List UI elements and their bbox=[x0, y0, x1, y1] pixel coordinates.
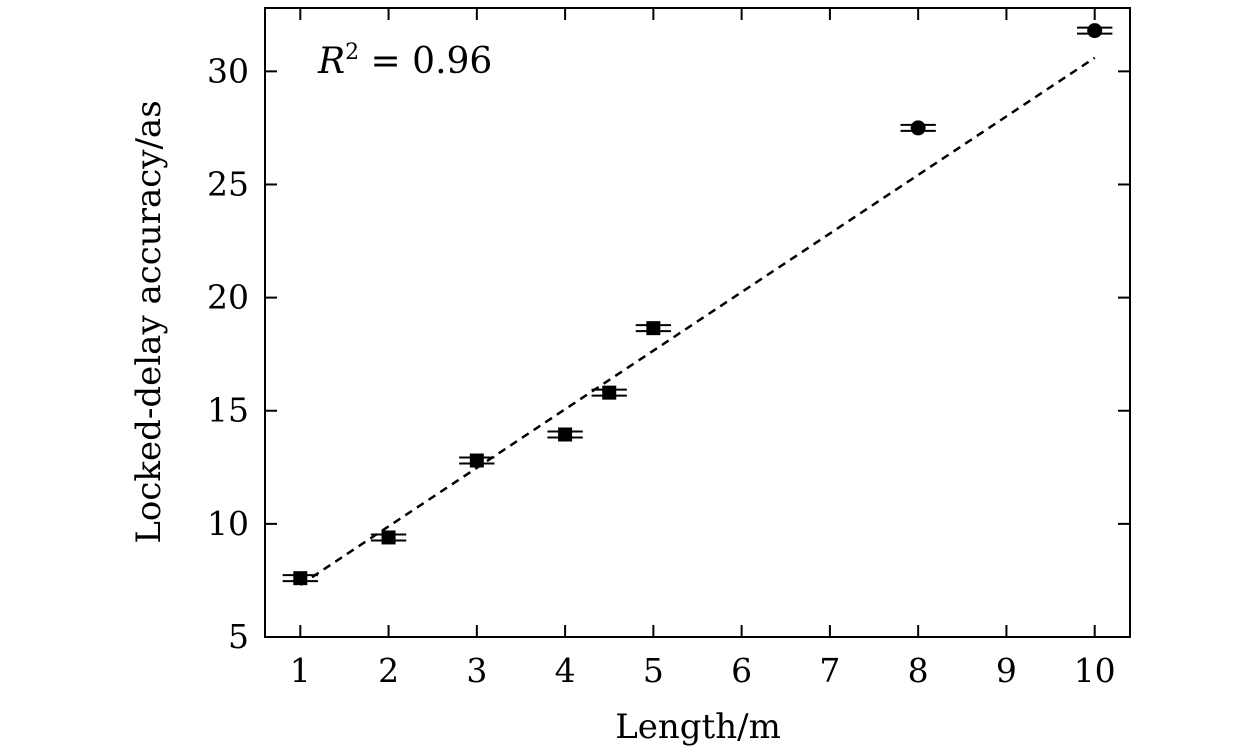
y-tick-label: 10 bbox=[207, 504, 249, 543]
y-tick-label: 25 bbox=[207, 164, 249, 203]
x-axis-title: Length/m bbox=[615, 707, 781, 747]
r-squared-value: = 0.96 bbox=[359, 41, 492, 82]
r-squared-symbol: R bbox=[317, 41, 345, 82]
x-tick-label: 10 bbox=[1074, 651, 1116, 690]
data-point-circle bbox=[1087, 23, 1103, 39]
data-point-square bbox=[381, 530, 396, 545]
plot-frame bbox=[264, 7, 1131, 638]
r-squared-annotation: R2 = 0.96 bbox=[317, 40, 492, 82]
data-point-square bbox=[602, 385, 617, 400]
data-point-square bbox=[293, 571, 308, 586]
x-tick-label: 5 bbox=[643, 651, 664, 690]
x-tick-label: 8 bbox=[908, 651, 929, 690]
data-point-square bbox=[558, 427, 573, 442]
x-tick-label: 4 bbox=[555, 651, 576, 690]
fit-line bbox=[299, 56, 1096, 587]
r-squared-exponent: 2 bbox=[345, 40, 359, 65]
x-tick-label: 3 bbox=[466, 651, 487, 690]
y-tick-label: 15 bbox=[207, 391, 249, 430]
y-tick-label: 20 bbox=[207, 278, 249, 317]
x-tick-label: 2 bbox=[378, 651, 399, 690]
x-tick-label: 1 bbox=[290, 651, 311, 690]
y-tick-label: 5 bbox=[228, 617, 249, 656]
y-axis-title: Locked-delay accuracy/as bbox=[129, 100, 169, 543]
x-tick-label: 6 bbox=[731, 651, 752, 690]
y-tick-label: 30 bbox=[207, 51, 249, 90]
x-tick-label: 7 bbox=[819, 651, 840, 690]
data-point-square bbox=[469, 453, 484, 468]
data-point-square bbox=[646, 321, 661, 336]
data-point-circle bbox=[910, 120, 926, 136]
x-tick-label: 9 bbox=[996, 651, 1017, 690]
